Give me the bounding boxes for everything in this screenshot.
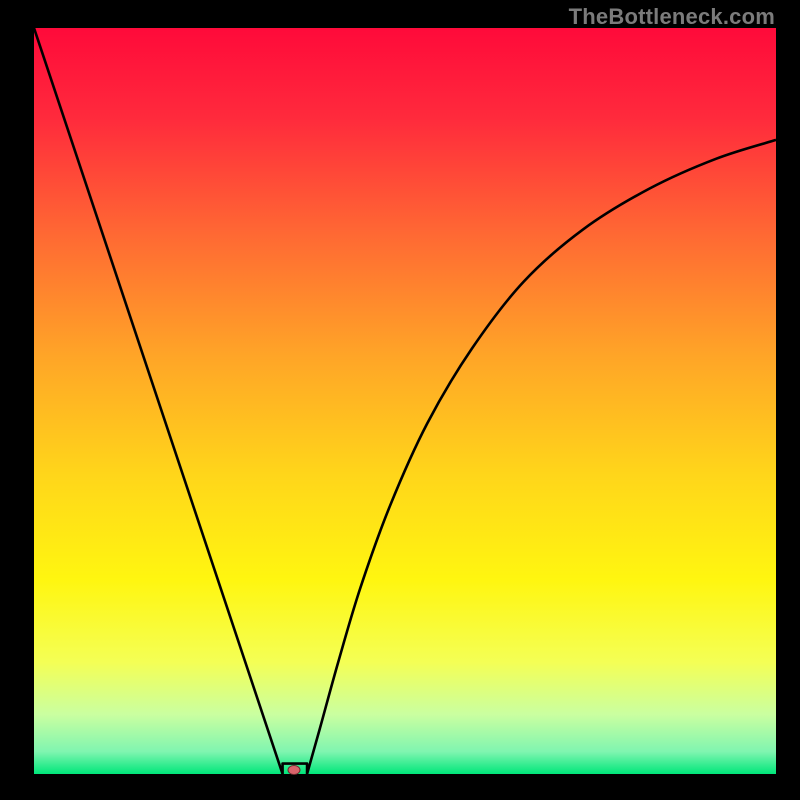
optimal-point-marker xyxy=(287,765,300,775)
plot-area xyxy=(34,28,776,774)
watermark-text: TheBottleneck.com xyxy=(569,4,775,30)
gradient-background xyxy=(34,28,776,774)
